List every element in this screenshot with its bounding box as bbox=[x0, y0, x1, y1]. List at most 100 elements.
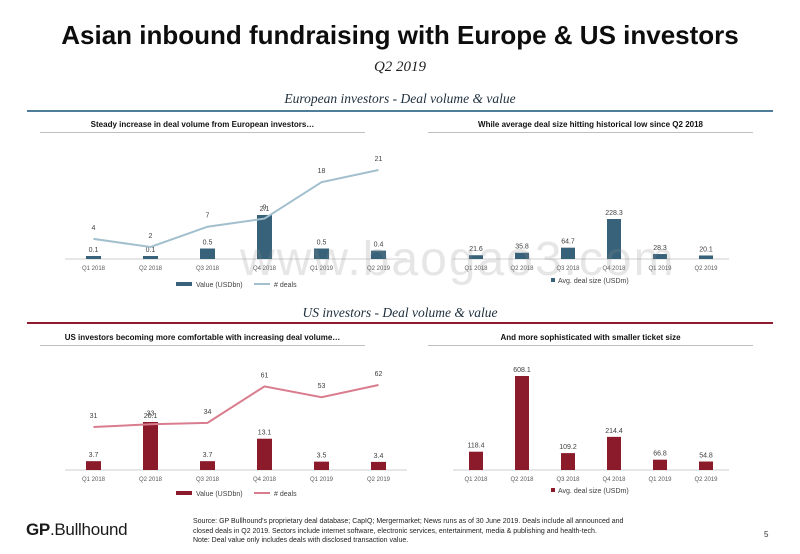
x-tick-label: Q2 2018 bbox=[139, 266, 163, 272]
bar-value-label: 228.3 bbox=[605, 210, 623, 217]
bar bbox=[314, 248, 329, 259]
bar-value-label: 3.5 bbox=[317, 453, 327, 460]
line-value-label: 21 bbox=[375, 156, 383, 163]
bar-value-label: 0.5 bbox=[317, 240, 327, 247]
line-value-label: 61 bbox=[261, 372, 269, 379]
x-tick-label: Q2 2018 bbox=[510, 266, 534, 272]
bar bbox=[371, 461, 386, 470]
line-value-label: 18 bbox=[318, 168, 326, 175]
x-tick-label: Q2 2019 bbox=[367, 266, 391, 272]
line-value-label: 33 bbox=[147, 410, 155, 417]
x-tick-label: Q2 2018 bbox=[510, 477, 534, 483]
bar bbox=[371, 250, 386, 259]
page-number: 5 bbox=[764, 530, 769, 539]
bar bbox=[200, 248, 215, 259]
x-tick-label: Q1 2019 bbox=[310, 477, 334, 483]
panel-divider bbox=[428, 345, 753, 346]
panel-title-eu-size: While average deal size hitting historic… bbox=[478, 120, 703, 129]
bar-value-label: 13.1 bbox=[258, 430, 272, 437]
panel-title-us-size: And more sophisticated with smaller tick… bbox=[500, 333, 681, 342]
x-tick-label: Q2 2018 bbox=[139, 477, 163, 483]
bar-value-label: 35.8 bbox=[515, 244, 529, 251]
bar bbox=[699, 461, 713, 470]
bar bbox=[653, 459, 667, 470]
x-tick-label: Q3 2018 bbox=[556, 477, 580, 483]
bar-value-label: 0.4 bbox=[374, 242, 384, 249]
legend-swatch-bar bbox=[551, 488, 555, 492]
legend-swatch-bar bbox=[176, 491, 192, 495]
bar-value-label: 66.8 bbox=[653, 451, 667, 458]
line-value-label: 34 bbox=[204, 409, 212, 416]
bar-value-label: 3.7 bbox=[203, 452, 213, 459]
watermark: www.baogao3.com bbox=[240, 233, 676, 286]
x-tick-label: Q4 2018 bbox=[253, 266, 277, 272]
bar bbox=[257, 215, 272, 259]
line-series bbox=[93, 169, 379, 249]
line-value-label: 31 bbox=[90, 413, 98, 420]
bar-value-label: 0.5 bbox=[203, 240, 213, 247]
x-tick-label: Q1 2019 bbox=[310, 266, 334, 272]
section-rule-us bbox=[27, 322, 773, 324]
x-tick-label: Q1 2018 bbox=[82, 477, 106, 483]
bar-value-label: 2.1 bbox=[260, 206, 270, 213]
line-value-label: 53 bbox=[318, 383, 326, 390]
bar bbox=[607, 219, 621, 259]
gp-bullhound-logo: GP.Bullhound bbox=[26, 520, 128, 539]
x-tick-label: Q1 2018 bbox=[464, 266, 488, 272]
line-value-label: 9 bbox=[263, 205, 267, 212]
bar bbox=[515, 252, 529, 259]
bar bbox=[653, 254, 667, 259]
source-footnote: Source: GP Bullhound's proprietary deal … bbox=[193, 517, 713, 546]
x-tick-label: Q4 2018 bbox=[602, 477, 626, 483]
x-tick-label: Q1 2018 bbox=[82, 266, 106, 272]
legend-label: Avg. deal size (USDm) bbox=[558, 278, 629, 285]
bar bbox=[257, 438, 272, 470]
section-title-europe: European investors - Deal volume & value bbox=[284, 91, 516, 106]
bar-value-label: 118.4 bbox=[468, 443, 485, 450]
bar-value-label: 20.1 bbox=[699, 246, 713, 253]
bar-value-label: 214.4 bbox=[605, 428, 623, 435]
x-tick-label: Q2 2019 bbox=[367, 477, 391, 483]
legend-label: Value (USDbn) bbox=[196, 282, 243, 289]
bar-value-label: 64.7 bbox=[561, 239, 575, 246]
legend-label: # deals bbox=[274, 491, 297, 498]
bar bbox=[469, 451, 483, 470]
footnote-line: Source: GP Bullhound's proprietary deal … bbox=[193, 518, 624, 525]
bar-value-label: 0.1 bbox=[89, 247, 99, 254]
x-tick-label: Q3 2018 bbox=[196, 477, 220, 483]
legend-label: Value (USDbn) bbox=[196, 491, 243, 498]
bar-value-label: 0.1 bbox=[146, 247, 156, 254]
footnote-line: closed deals in Q2 2019. Sectors include… bbox=[193, 527, 597, 535]
bar-value-label: 21.6 bbox=[469, 246, 483, 253]
x-tick-label: Q2 2019 bbox=[694, 477, 718, 483]
x-tick-label: Q3 2018 bbox=[556, 266, 580, 272]
page-title: Asian inbound fundraising with Europe & … bbox=[61, 20, 739, 50]
bar bbox=[143, 256, 158, 259]
bar bbox=[469, 255, 483, 259]
bar bbox=[86, 461, 101, 470]
section-title-us: US investors - Deal volume & value bbox=[302, 305, 498, 320]
legend-label: Avg. deal size (USDm) bbox=[558, 488, 629, 495]
bar bbox=[86, 256, 101, 259]
bar-value-label: 54.8 bbox=[699, 453, 713, 460]
bar bbox=[515, 376, 529, 470]
line-value-label: 62 bbox=[375, 371, 383, 378]
bar bbox=[143, 422, 158, 470]
bar bbox=[561, 453, 575, 470]
line-value-label: 2 bbox=[149, 233, 153, 240]
x-tick-label: Q1 2019 bbox=[648, 266, 672, 272]
x-tick-label: Q1 2018 bbox=[464, 477, 488, 483]
line-value-label: 4 bbox=[92, 225, 96, 232]
bar-value-label: 109.2 bbox=[559, 444, 577, 451]
bar bbox=[607, 436, 621, 470]
panel-divider bbox=[428, 132, 753, 133]
legend-label: # deals bbox=[274, 282, 297, 289]
x-tick-label: Q1 2019 bbox=[648, 477, 672, 483]
x-tick-label: Q2 2019 bbox=[694, 266, 718, 272]
panel-title-eu-volume: Steady increase in deal volume from Euro… bbox=[90, 120, 315, 129]
bar bbox=[200, 461, 215, 470]
legend-swatch-bar bbox=[176, 282, 192, 286]
bar bbox=[314, 461, 329, 470]
x-tick-label: Q3 2018 bbox=[196, 266, 220, 272]
